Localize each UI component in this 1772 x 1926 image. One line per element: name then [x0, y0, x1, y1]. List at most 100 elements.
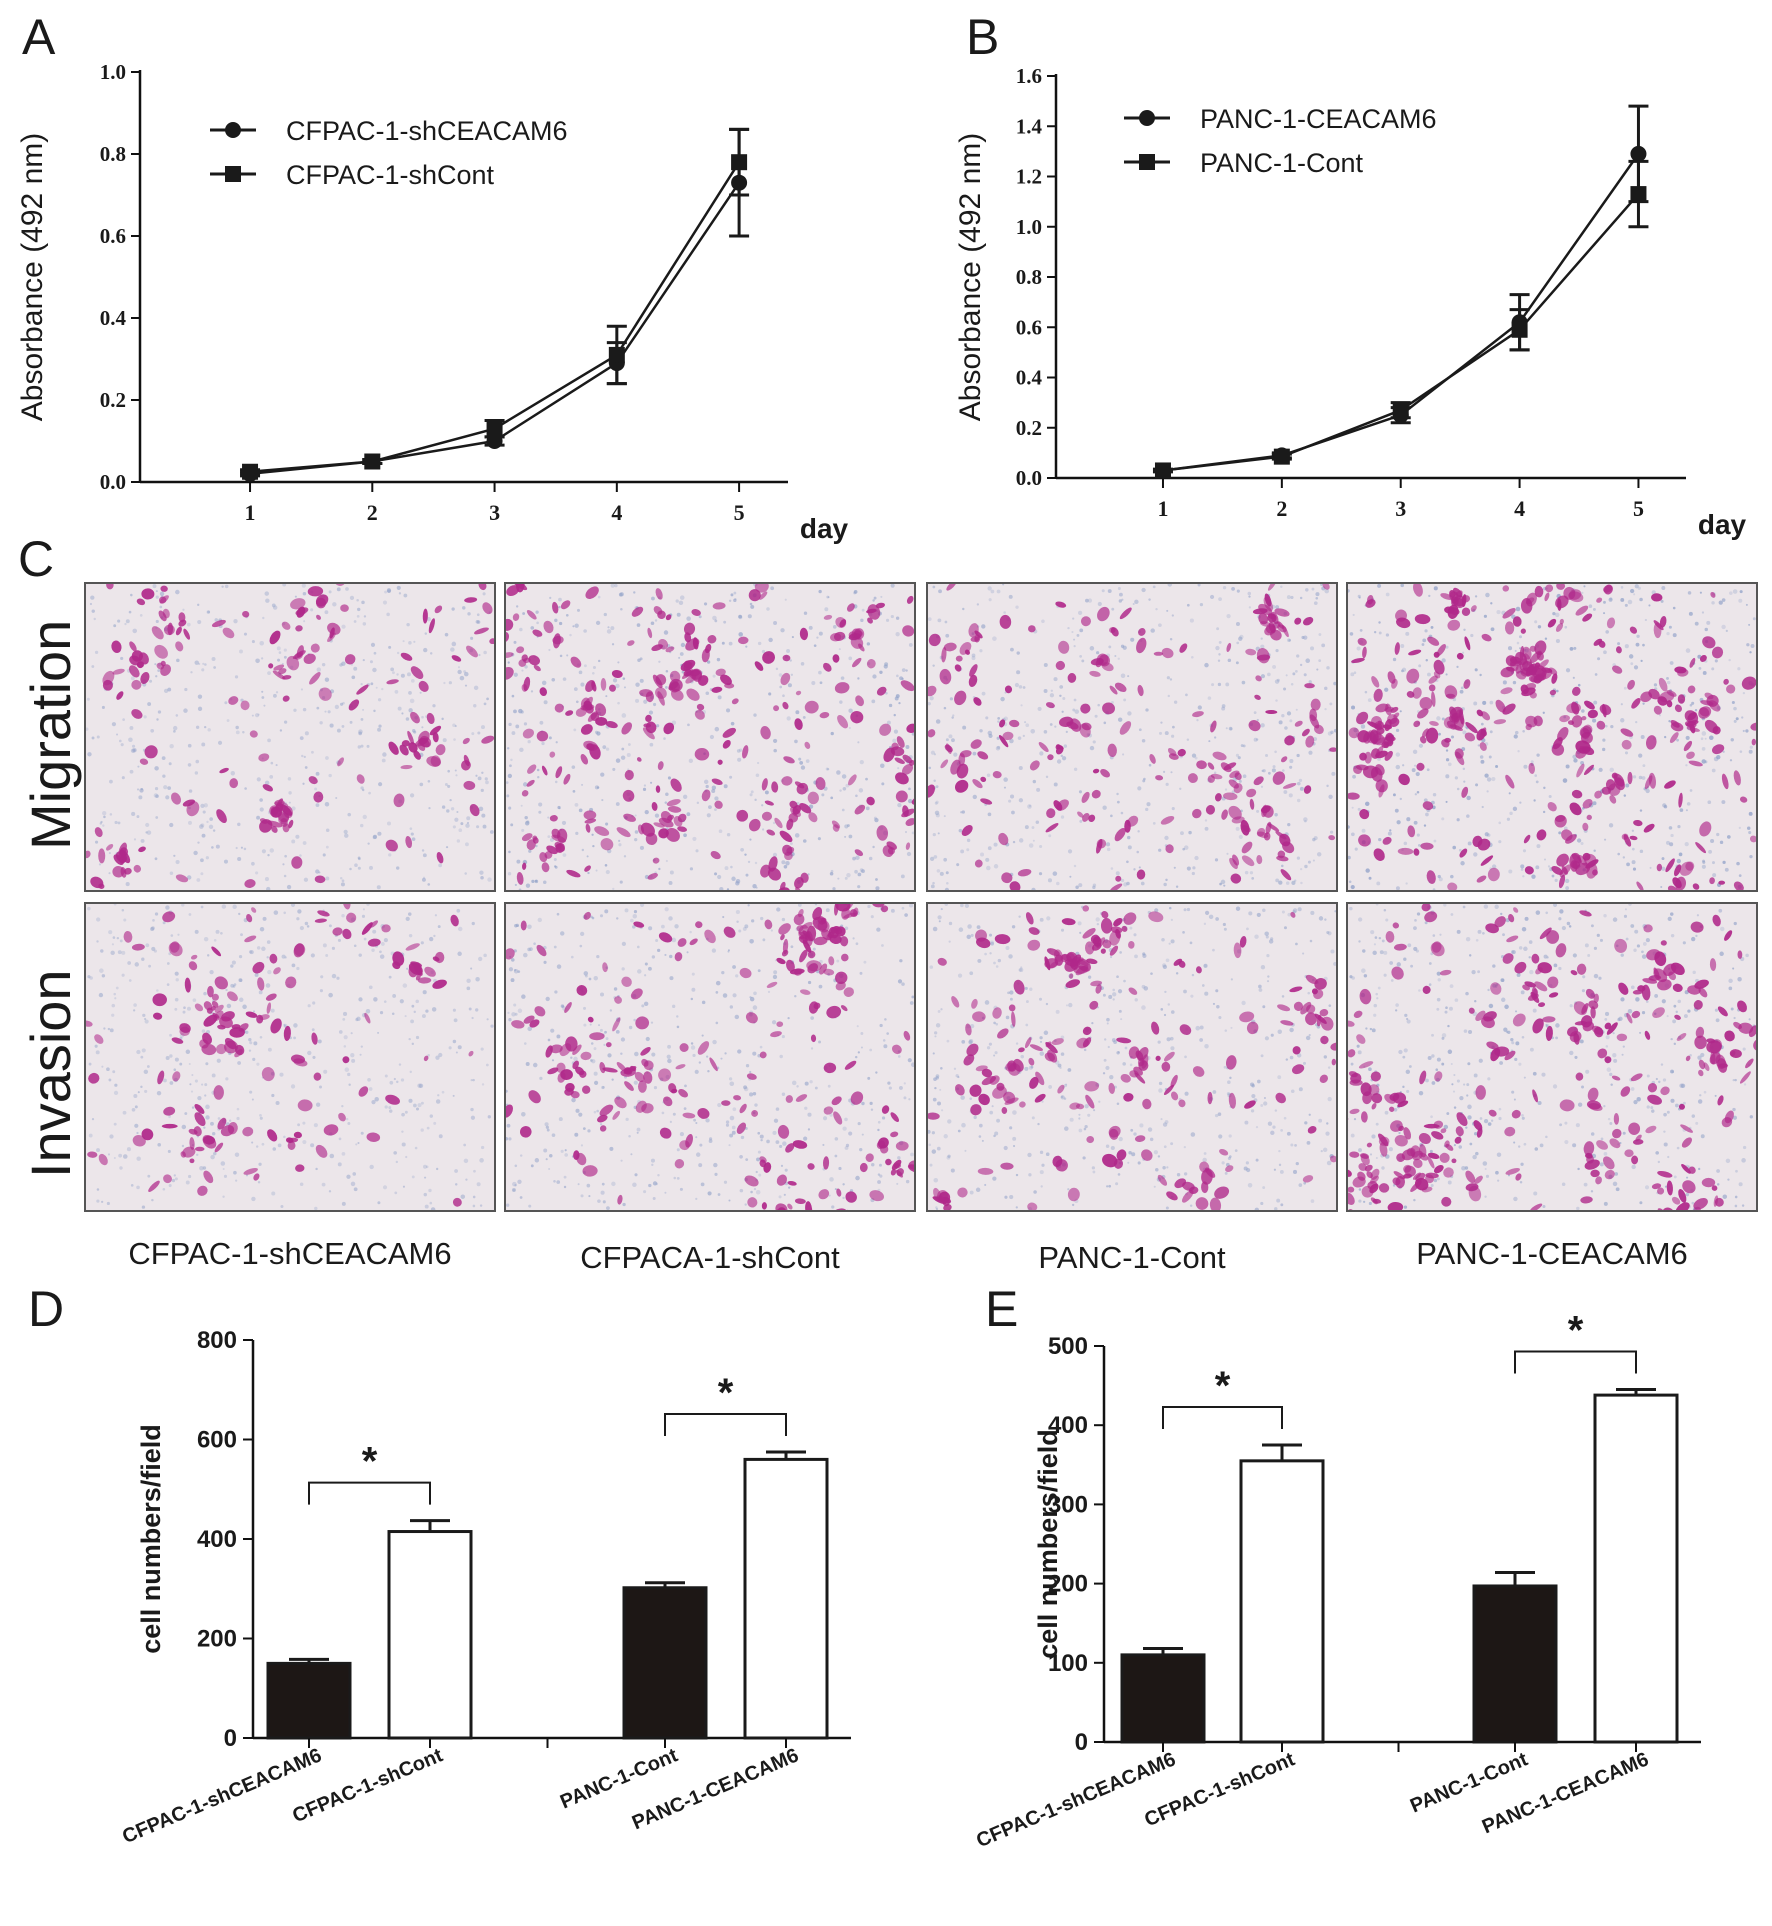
stained-cell	[1631, 698, 1641, 709]
membrane-pore	[353, 666, 358, 671]
membrane-pore	[1005, 1015, 1010, 1020]
membrane-pore	[409, 1070, 412, 1074]
membrane-pore	[1489, 700, 1494, 705]
membrane-pore	[1604, 838, 1607, 841]
membrane-pore	[1199, 1038, 1204, 1042]
membrane-pore	[206, 610, 210, 614]
membrane-pore	[868, 856, 873, 861]
membrane-pore	[273, 693, 277, 698]
membrane-pore	[1666, 840, 1670, 845]
membrane-pore	[421, 726, 424, 729]
membrane-pore	[1522, 730, 1525, 733]
membrane-pore	[1641, 776, 1646, 780]
stained-cell	[506, 631, 509, 642]
stained-cell	[522, 728, 535, 739]
stained-cell	[805, 1201, 813, 1210]
membrane-pore	[907, 798, 913, 804]
stained-cell	[635, 1016, 650, 1030]
membrane-pore	[1292, 908, 1298, 913]
membrane-pore	[1175, 885, 1179, 888]
membrane-pore	[179, 1062, 183, 1066]
membrane-pore	[1008, 594, 1013, 599]
membrane-pore	[174, 971, 179, 976]
membrane-pore	[650, 1021, 654, 1024]
membrane-pore	[755, 1170, 758, 1174]
membrane-pore	[1283, 790, 1288, 794]
membrane-pore	[283, 655, 287, 659]
stained-cell	[1593, 638, 1603, 646]
membrane-pore	[175, 714, 179, 717]
membrane-pore	[108, 1078, 112, 1082]
stained-cell	[674, 952, 683, 962]
stained-cell	[489, 638, 494, 645]
membrane-pore	[316, 706, 320, 710]
stained-cell	[1304, 683, 1315, 689]
membrane-pore	[620, 1037, 626, 1042]
membrane-pore	[411, 837, 416, 841]
bar	[1239, 1459, 1325, 1744]
membrane-pore	[1276, 1198, 1281, 1203]
stained-cell	[786, 959, 795, 972]
stained-cell	[748, 589, 761, 602]
membrane-pore	[91, 609, 95, 613]
membrane-pore	[886, 720, 891, 725]
membrane-pore	[749, 793, 753, 797]
membrane-pore	[1394, 808, 1399, 813]
stained-cell	[580, 724, 593, 735]
stained-cell	[589, 1032, 605, 1041]
membrane-pore	[408, 641, 412, 645]
membrane-pore	[252, 1057, 256, 1061]
membrane-pore	[690, 1042, 694, 1045]
membrane-pore	[157, 710, 162, 714]
stained-cell	[1413, 848, 1420, 856]
membrane-pore	[325, 828, 330, 832]
membrane-pore	[1605, 724, 1608, 728]
membrane-pore	[430, 1207, 436, 1210]
membrane-pore	[1572, 676, 1575, 679]
membrane-pore	[163, 1078, 167, 1083]
membrane-pore	[291, 963, 296, 968]
membrane-pore	[754, 798, 757, 802]
stained-cell	[701, 648, 710, 663]
membrane-pore	[515, 605, 519, 608]
membrane-pore	[490, 1024, 494, 1028]
membrane-pore	[433, 1121, 437, 1125]
membrane-pore	[254, 972, 259, 977]
membrane-pore	[836, 770, 841, 775]
membrane-pore	[872, 599, 875, 602]
membrane-pore	[256, 777, 261, 782]
membrane-pore	[355, 1143, 358, 1146]
membrane-pore	[654, 619, 658, 622]
membrane-pore	[650, 621, 655, 626]
stained-cell	[94, 1034, 104, 1044]
membrane-pore	[150, 728, 155, 733]
membrane-pore	[358, 729, 363, 734]
membrane-pore	[195, 759, 200, 764]
membrane-pore	[169, 1054, 173, 1058]
membrane-pore	[678, 600, 684, 606]
membrane-pore	[287, 777, 292, 781]
membrane-pore	[187, 763, 192, 767]
stained-cell	[969, 664, 978, 677]
membrane-pore	[1730, 738, 1734, 742]
membrane-pore	[1722, 750, 1725, 753]
membrane-pore	[1120, 878, 1125, 883]
stained-cell	[87, 1151, 98, 1158]
membrane-pore	[790, 673, 794, 676]
membrane-pore	[679, 1132, 685, 1137]
membrane-pore	[732, 993, 737, 998]
stained-cell	[1260, 805, 1271, 814]
membrane-pore	[301, 584, 306, 588]
membrane-pore	[382, 600, 388, 605]
membrane-pore	[1003, 786, 1006, 789]
membrane-pore	[1630, 588, 1635, 594]
membrane-pore	[410, 832, 414, 836]
membrane-pore	[1003, 1145, 1008, 1151]
membrane-pore	[360, 786, 364, 790]
membrane-pore	[396, 1080, 399, 1084]
membrane-pore	[261, 946, 266, 952]
membrane-pore	[1082, 1156, 1086, 1160]
stained-cell	[685, 1133, 693, 1148]
stained-cell	[361, 922, 373, 935]
